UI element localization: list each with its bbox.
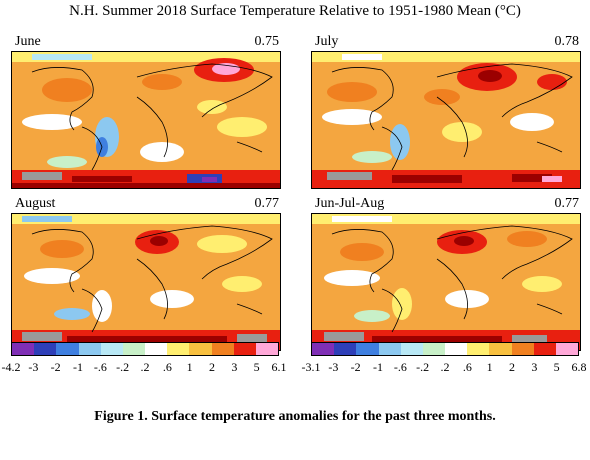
colorbar-tick-label: -3.1 xyxy=(301,360,321,374)
colorbar-swatch xyxy=(422,343,446,355)
panel-label: June xyxy=(15,34,41,49)
colorbar-tick-label: -3 xyxy=(328,360,339,374)
colorbar-tick-label: -.6 xyxy=(393,360,407,374)
colorbar-tick-label: 6.8 xyxy=(571,360,587,374)
colorbar-swatch xyxy=(400,343,423,355)
colorbar-swatch xyxy=(100,343,123,355)
colorbar-tick-label: -3 xyxy=(28,360,39,374)
panel-mean-value: 0.78 xyxy=(554,34,580,49)
figure-caption: Figure 1. Surface temperature anomalies … xyxy=(94,409,496,424)
colorbar-tick-label: 2 xyxy=(509,360,515,374)
panel-mean-value: 0.77 xyxy=(554,196,580,211)
colorbar-tick-label: .2 xyxy=(140,360,150,374)
colorbar-tick-label: -.2 xyxy=(416,360,430,374)
colorbar-tick-label: 6.1 xyxy=(271,360,287,374)
colorbar-swatch xyxy=(12,343,35,355)
panel-label: August xyxy=(15,196,56,211)
colorbar-tick-label: -2 xyxy=(350,360,361,374)
colorbar-tick-label: .2 xyxy=(440,360,450,374)
colorbar-tick-label: 1 xyxy=(486,360,493,374)
colorbar-swatch xyxy=(255,343,279,355)
colorbar-swatch xyxy=(555,343,579,355)
colorbar-tick-label: -.2 xyxy=(116,360,130,374)
colorbar-swatch xyxy=(122,343,146,355)
colorbar-tick-label: 5 xyxy=(553,360,560,374)
colorbar-swatch xyxy=(356,343,379,355)
colorbar-swatch xyxy=(56,343,79,355)
figure-title: N.H. Summer 2018 Surface Temperature Rel… xyxy=(69,3,521,19)
panel-mean-value: 0.77 xyxy=(254,196,280,211)
colorbar-tick-label: 3 xyxy=(531,360,538,374)
anomaly-map xyxy=(311,213,581,351)
colorbar-tick-label: -2 xyxy=(50,360,61,374)
anomaly-map xyxy=(311,51,581,189)
colorbar-swatch xyxy=(467,343,490,355)
panel-label: Jun-Jul-Aug xyxy=(315,196,385,211)
panel-mean-value: 0.75 xyxy=(254,34,280,49)
colorbar-swatch xyxy=(167,343,190,355)
colorbar-tick-label: .6 xyxy=(462,360,472,374)
panel-label: July xyxy=(315,34,339,49)
colorbar-tick-label: 1 xyxy=(186,360,193,374)
colorbar-tick-label: 3 xyxy=(231,360,238,374)
colorbar-swatch xyxy=(312,343,335,355)
colorbar-ticks-left: -4.2 -3 -2 -1 -.6 -.2 .2 .6 1 2 3 5 6.1 xyxy=(2,360,287,374)
anomaly-map xyxy=(11,213,281,351)
colorbar-swatch xyxy=(378,343,401,355)
colorbar-swatch xyxy=(334,343,357,355)
colorbar-tick-label: .6 xyxy=(162,360,172,374)
colorbar-tick-label: -1 xyxy=(73,360,83,374)
colorbar-tick-label: 5 xyxy=(253,360,260,374)
colorbar-swatch xyxy=(34,343,57,355)
anomaly-map xyxy=(11,51,281,189)
colorbar-tick-label: -1 xyxy=(373,360,383,374)
colorbar-right xyxy=(311,342,579,356)
colorbar-swatch xyxy=(189,343,212,355)
colorbar-swatch xyxy=(211,343,234,355)
colorbar-swatch xyxy=(78,343,101,355)
colorbar-tick-label: -4.2 xyxy=(1,360,21,374)
colorbar-swatch xyxy=(445,343,468,355)
colorbar-swatch xyxy=(145,343,168,355)
colorbar-swatch xyxy=(533,343,556,355)
colorbar-ticks-right: -3.1 -3 -2 -1 -.6 -.2 .2 .6 1 2 3 5 6.8 xyxy=(302,360,587,374)
colorbar-swatch xyxy=(489,343,512,355)
colorbar-tick-label: -.6 xyxy=(93,360,107,374)
colorbar-left xyxy=(11,342,279,356)
colorbar-tick-label: 2 xyxy=(209,360,215,374)
colorbar-swatch xyxy=(233,343,256,355)
colorbar-swatch xyxy=(511,343,534,355)
